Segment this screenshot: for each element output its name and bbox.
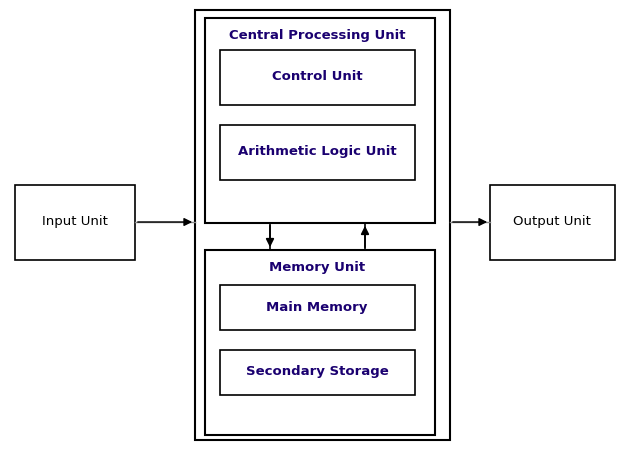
Text: Control Unit: Control Unit	[272, 70, 362, 84]
Bar	[220, 50, 415, 105]
Bar	[205, 250, 435, 435]
Bar	[220, 125, 415, 180]
Bar	[15, 185, 135, 260]
Bar	[490, 185, 615, 260]
Bar	[220, 350, 415, 395]
Text: Output Unit: Output Unit	[513, 216, 591, 228]
Text: Main Memory: Main Memory	[266, 301, 368, 314]
Bar	[205, 18, 435, 223]
Bar	[220, 285, 415, 330]
Text: Secondary Storage: Secondary Storage	[246, 365, 388, 379]
Text: Central Processing Unit: Central Processing Unit	[229, 29, 405, 41]
Bar	[195, 10, 450, 440]
Text: Memory Unit: Memory Unit	[269, 262, 365, 275]
Text: Input Unit: Input Unit	[42, 216, 108, 228]
Text: Arithmetic Logic Unit: Arithmetic Logic Unit	[238, 145, 396, 158]
